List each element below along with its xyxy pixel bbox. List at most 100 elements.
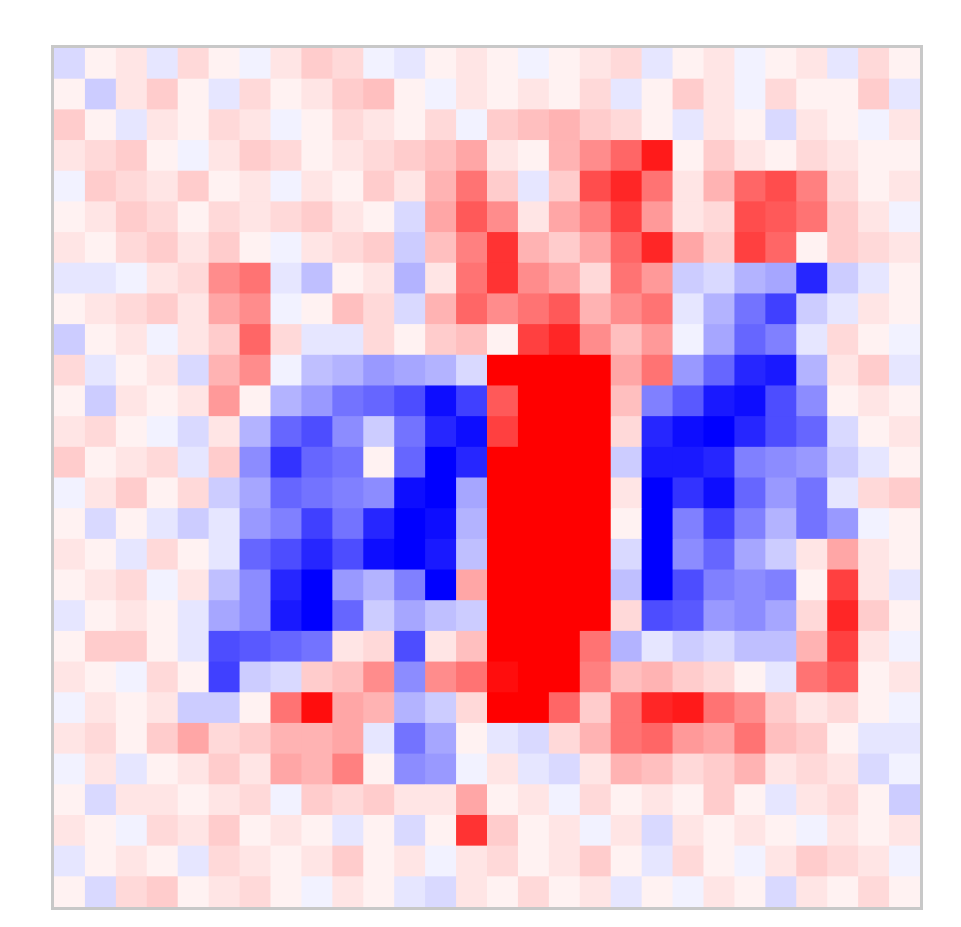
heatmap-cell — [208, 354, 241, 387]
heatmap-cell — [270, 354, 303, 387]
heatmap-cell — [363, 845, 395, 877]
heatmap-cell — [579, 293, 612, 325]
heatmap-cell — [827, 140, 859, 172]
heatmap-cell — [796, 109, 828, 141]
heatmap-cell — [394, 232, 426, 264]
heatmap-cell — [672, 354, 705, 387]
heatmap-cell — [827, 262, 859, 295]
heatmap-cell — [456, 569, 488, 601]
heatmap-cell — [858, 354, 890, 387]
heatmap-cell — [827, 692, 859, 724]
heatmap-cell — [363, 232, 395, 264]
heatmap-cell — [425, 722, 457, 755]
heatmap-cell — [239, 477, 272, 509]
heatmap-cell — [54, 140, 86, 172]
heatmap-cell — [889, 630, 920, 663]
heatmap-cell — [641, 262, 674, 295]
heatmap-cell — [517, 753, 550, 785]
heatmap-cell — [579, 814, 612, 847]
heatmap-cell — [827, 508, 859, 540]
heatmap-cell — [239, 293, 272, 325]
heatmap-cell — [548, 201, 581, 233]
heatmap-cell — [456, 140, 488, 172]
heatmap-cell — [703, 385, 736, 417]
heatmap-cell — [146, 201, 179, 233]
heatmap-cell — [548, 845, 581, 877]
heatmap-cell — [734, 630, 766, 663]
heatmap-cell — [548, 170, 581, 202]
heatmap-cell — [208, 232, 241, 264]
heatmap-cell — [208, 385, 241, 417]
heatmap-cell — [332, 201, 364, 233]
heatmap-cell — [672, 692, 705, 724]
heatmap-cell — [84, 140, 117, 172]
heatmap-cell — [54, 569, 86, 601]
heatmap-cell — [146, 784, 179, 816]
heatmap-cell — [332, 293, 364, 325]
heatmap-cell — [270, 48, 303, 80]
heatmap-cell — [177, 722, 210, 755]
heatmap-cell — [548, 569, 581, 601]
heatmap-cell — [517, 630, 550, 663]
heatmap-cell — [208, 140, 241, 172]
heatmap-cell — [394, 753, 426, 785]
heatmap-cell — [703, 262, 736, 295]
heatmap-cell — [363, 324, 395, 356]
heatmap-cell — [703, 324, 736, 356]
heatmap-cell — [610, 630, 643, 663]
heatmap-cell — [270, 722, 303, 755]
heatmap-cell — [517, 661, 550, 693]
heatmap-cell — [54, 48, 86, 80]
heatmap-cell — [672, 109, 705, 141]
heatmap-cell — [517, 477, 550, 509]
heatmap-cell — [610, 140, 643, 172]
heatmap-cell — [796, 876, 828, 907]
heatmap-cell — [394, 201, 426, 233]
heatmap-cell — [456, 477, 488, 509]
heatmap-cell — [456, 722, 488, 755]
heatmap-cell — [270, 446, 303, 479]
heatmap-cell — [858, 48, 890, 80]
heatmap-cell — [146, 324, 179, 356]
heatmap-cell — [765, 722, 797, 755]
heatmap-cell — [610, 600, 643, 632]
heatmap-cell — [889, 140, 920, 172]
heatmap-cell — [394, 385, 426, 417]
heatmap-cell — [889, 324, 920, 356]
heatmap-cell — [734, 78, 766, 110]
heatmap-cell — [84, 201, 117, 233]
heatmap-cell — [146, 538, 179, 571]
heatmap-cell — [270, 293, 303, 325]
heatmap-cell — [84, 48, 117, 80]
heatmap-cell — [146, 600, 179, 632]
heatmap-cell — [610, 569, 643, 601]
heatmap-cell — [394, 661, 426, 693]
heatmap-cell — [84, 477, 117, 509]
heatmap-cell — [517, 538, 550, 571]
heatmap-cell — [858, 845, 890, 877]
heatmap-cell — [115, 324, 148, 356]
heatmap-cell — [889, 385, 920, 417]
heatmap-cell — [208, 845, 241, 877]
heatmap-cell — [765, 845, 797, 877]
heatmap-cell — [672, 876, 705, 907]
heatmap-cell — [115, 416, 148, 448]
heatmap-cell — [858, 477, 890, 509]
heatmap-cell — [579, 753, 612, 785]
heatmap-cell — [734, 140, 766, 172]
heatmap-cell — [548, 48, 581, 80]
heatmap-cell — [332, 753, 364, 785]
heatmap-cell — [239, 661, 272, 693]
heatmap-cell — [641, 477, 674, 509]
heatmap-cell — [270, 140, 303, 172]
heatmap-cell — [456, 109, 488, 141]
heatmap-cell — [270, 201, 303, 233]
heatmap-cell — [548, 692, 581, 724]
heatmap-cell — [827, 845, 859, 877]
heatmap-cell — [208, 722, 241, 755]
heatmap-cell — [363, 630, 395, 663]
heatmap-cell — [672, 416, 705, 448]
heatmap-cell — [363, 354, 395, 387]
heatmap-cell — [765, 508, 797, 540]
heatmap-cell — [84, 630, 117, 663]
